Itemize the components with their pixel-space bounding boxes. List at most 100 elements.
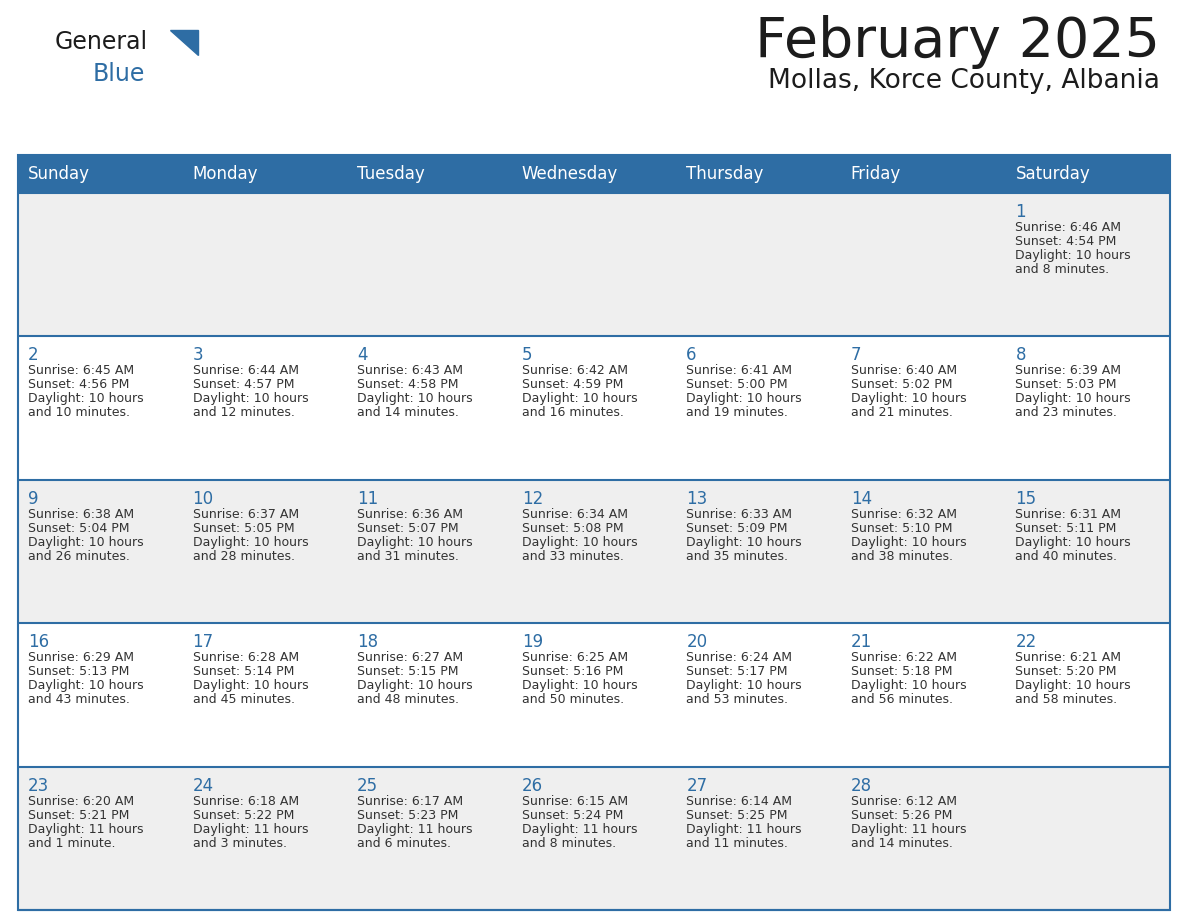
Text: Daylight: 10 hours: Daylight: 10 hours [1016,679,1131,692]
Text: 6: 6 [687,346,697,364]
Text: Daylight: 10 hours: Daylight: 10 hours [29,536,144,549]
Text: 8: 8 [1016,346,1026,364]
Text: and 43 minutes.: and 43 minutes. [29,693,129,706]
Text: February 2025: February 2025 [756,15,1159,69]
Text: Sunrise: 6:14 AM: Sunrise: 6:14 AM [687,795,792,808]
Text: and 14 minutes.: and 14 minutes. [358,407,459,420]
Text: Daylight: 11 hours: Daylight: 11 hours [358,823,473,835]
Text: Sunrise: 6:24 AM: Sunrise: 6:24 AM [687,651,792,665]
Text: 25: 25 [358,777,378,795]
Text: Daylight: 10 hours: Daylight: 10 hours [358,536,473,549]
Text: Daylight: 10 hours: Daylight: 10 hours [192,536,308,549]
Text: 4: 4 [358,346,367,364]
Text: Daylight: 10 hours: Daylight: 10 hours [29,392,144,406]
Text: 26: 26 [522,777,543,795]
Text: 14: 14 [851,490,872,508]
Text: 12: 12 [522,490,543,508]
Text: Daylight: 10 hours: Daylight: 10 hours [522,536,637,549]
Text: Daylight: 10 hours: Daylight: 10 hours [192,392,308,406]
Text: Daylight: 10 hours: Daylight: 10 hours [522,392,637,406]
Text: Sunrise: 6:25 AM: Sunrise: 6:25 AM [522,651,627,665]
Text: Daylight: 10 hours: Daylight: 10 hours [522,679,637,692]
Text: Sunset: 5:10 PM: Sunset: 5:10 PM [851,521,953,535]
Text: Sunrise: 6:38 AM: Sunrise: 6:38 AM [29,508,134,521]
Text: Sunset: 5:13 PM: Sunset: 5:13 PM [29,666,129,678]
Text: Blue: Blue [93,62,145,86]
Text: Sunset: 5:04 PM: Sunset: 5:04 PM [29,521,129,535]
Text: 16: 16 [29,633,49,651]
Text: and 31 minutes.: and 31 minutes. [358,550,459,563]
Text: 19: 19 [522,633,543,651]
Text: Daylight: 10 hours: Daylight: 10 hours [1016,536,1131,549]
Text: 20: 20 [687,633,707,651]
Text: Daylight: 10 hours: Daylight: 10 hours [687,536,802,549]
Text: Monday: Monday [192,165,258,183]
Text: and 11 minutes.: and 11 minutes. [687,836,788,849]
Text: Daylight: 10 hours: Daylight: 10 hours [1016,392,1131,406]
Text: Sunrise: 6:12 AM: Sunrise: 6:12 AM [851,795,956,808]
Text: and 6 minutes.: and 6 minutes. [358,836,451,849]
Text: Sunset: 5:18 PM: Sunset: 5:18 PM [851,666,953,678]
Text: Sunrise: 6:39 AM: Sunrise: 6:39 AM [1016,364,1121,377]
Text: 1: 1 [1016,203,1026,221]
Text: and 35 minutes.: and 35 minutes. [687,550,789,563]
Text: Sunset: 5:09 PM: Sunset: 5:09 PM [687,521,788,535]
Bar [18,336,1170,480]
Text: Daylight: 10 hours: Daylight: 10 hours [358,392,473,406]
Text: Sunrise: 6:28 AM: Sunrise: 6:28 AM [192,651,298,665]
Text: 13: 13 [687,490,708,508]
Text: Daylight: 10 hours: Daylight: 10 hours [851,679,967,692]
Text: Sunset: 4:54 PM: Sunset: 4:54 PM [1016,235,1117,248]
Text: and 16 minutes.: and 16 minutes. [522,407,624,420]
Text: Sunrise: 6:32 AM: Sunrise: 6:32 AM [851,508,956,521]
Bar [18,155,1170,193]
Text: 18: 18 [358,633,378,651]
Text: Sunrise: 6:37 AM: Sunrise: 6:37 AM [192,508,298,521]
Bar [18,155,1170,910]
Text: and 12 minutes.: and 12 minutes. [192,407,295,420]
Text: Sunset: 5:25 PM: Sunset: 5:25 PM [687,809,788,822]
Text: Sunset: 5:23 PM: Sunset: 5:23 PM [358,809,459,822]
Text: and 19 minutes.: and 19 minutes. [687,407,788,420]
Text: Mollas, Korce County, Albania: Mollas, Korce County, Albania [769,68,1159,94]
Text: and 33 minutes.: and 33 minutes. [522,550,624,563]
Text: Sunset: 5:26 PM: Sunset: 5:26 PM [851,809,953,822]
Text: 28: 28 [851,777,872,795]
Text: Sunday: Sunday [29,165,90,183]
Text: and 56 minutes.: and 56 minutes. [851,693,953,706]
Text: 10: 10 [192,490,214,508]
Text: General: General [55,30,148,54]
Text: 5: 5 [522,346,532,364]
Text: Sunset: 5:08 PM: Sunset: 5:08 PM [522,521,624,535]
Text: and 48 minutes.: and 48 minutes. [358,693,459,706]
Text: Daylight: 11 hours: Daylight: 11 hours [522,823,637,835]
Text: Sunrise: 6:45 AM: Sunrise: 6:45 AM [29,364,134,377]
Text: Sunset: 5:11 PM: Sunset: 5:11 PM [1016,521,1117,535]
Text: 22: 22 [1016,633,1037,651]
Text: and 10 minutes.: and 10 minutes. [29,407,129,420]
Text: Daylight: 11 hours: Daylight: 11 hours [851,823,966,835]
Text: Daylight: 10 hours: Daylight: 10 hours [687,392,802,406]
Text: Sunrise: 6:20 AM: Sunrise: 6:20 AM [29,795,134,808]
Text: Sunset: 5:07 PM: Sunset: 5:07 PM [358,521,459,535]
Text: 27: 27 [687,777,707,795]
Polygon shape [170,30,198,55]
Text: 2: 2 [29,346,39,364]
Text: Daylight: 11 hours: Daylight: 11 hours [687,823,802,835]
Text: and 38 minutes.: and 38 minutes. [851,550,953,563]
Text: 11: 11 [358,490,379,508]
Text: Sunset: 4:59 PM: Sunset: 4:59 PM [522,378,623,391]
Text: Friday: Friday [851,165,902,183]
Text: 17: 17 [192,633,214,651]
Text: Daylight: 10 hours: Daylight: 10 hours [192,679,308,692]
Text: 23: 23 [29,777,49,795]
Text: and 3 minutes.: and 3 minutes. [192,836,286,849]
Text: Sunrise: 6:21 AM: Sunrise: 6:21 AM [1016,651,1121,665]
Text: Sunrise: 6:22 AM: Sunrise: 6:22 AM [851,651,956,665]
Text: Sunset: 5:22 PM: Sunset: 5:22 PM [192,809,293,822]
Text: Sunrise: 6:34 AM: Sunrise: 6:34 AM [522,508,627,521]
Text: and 50 minutes.: and 50 minutes. [522,693,624,706]
Text: Sunset: 5:17 PM: Sunset: 5:17 PM [687,666,788,678]
Text: Thursday: Thursday [687,165,764,183]
Text: Sunrise: 6:29 AM: Sunrise: 6:29 AM [29,651,134,665]
